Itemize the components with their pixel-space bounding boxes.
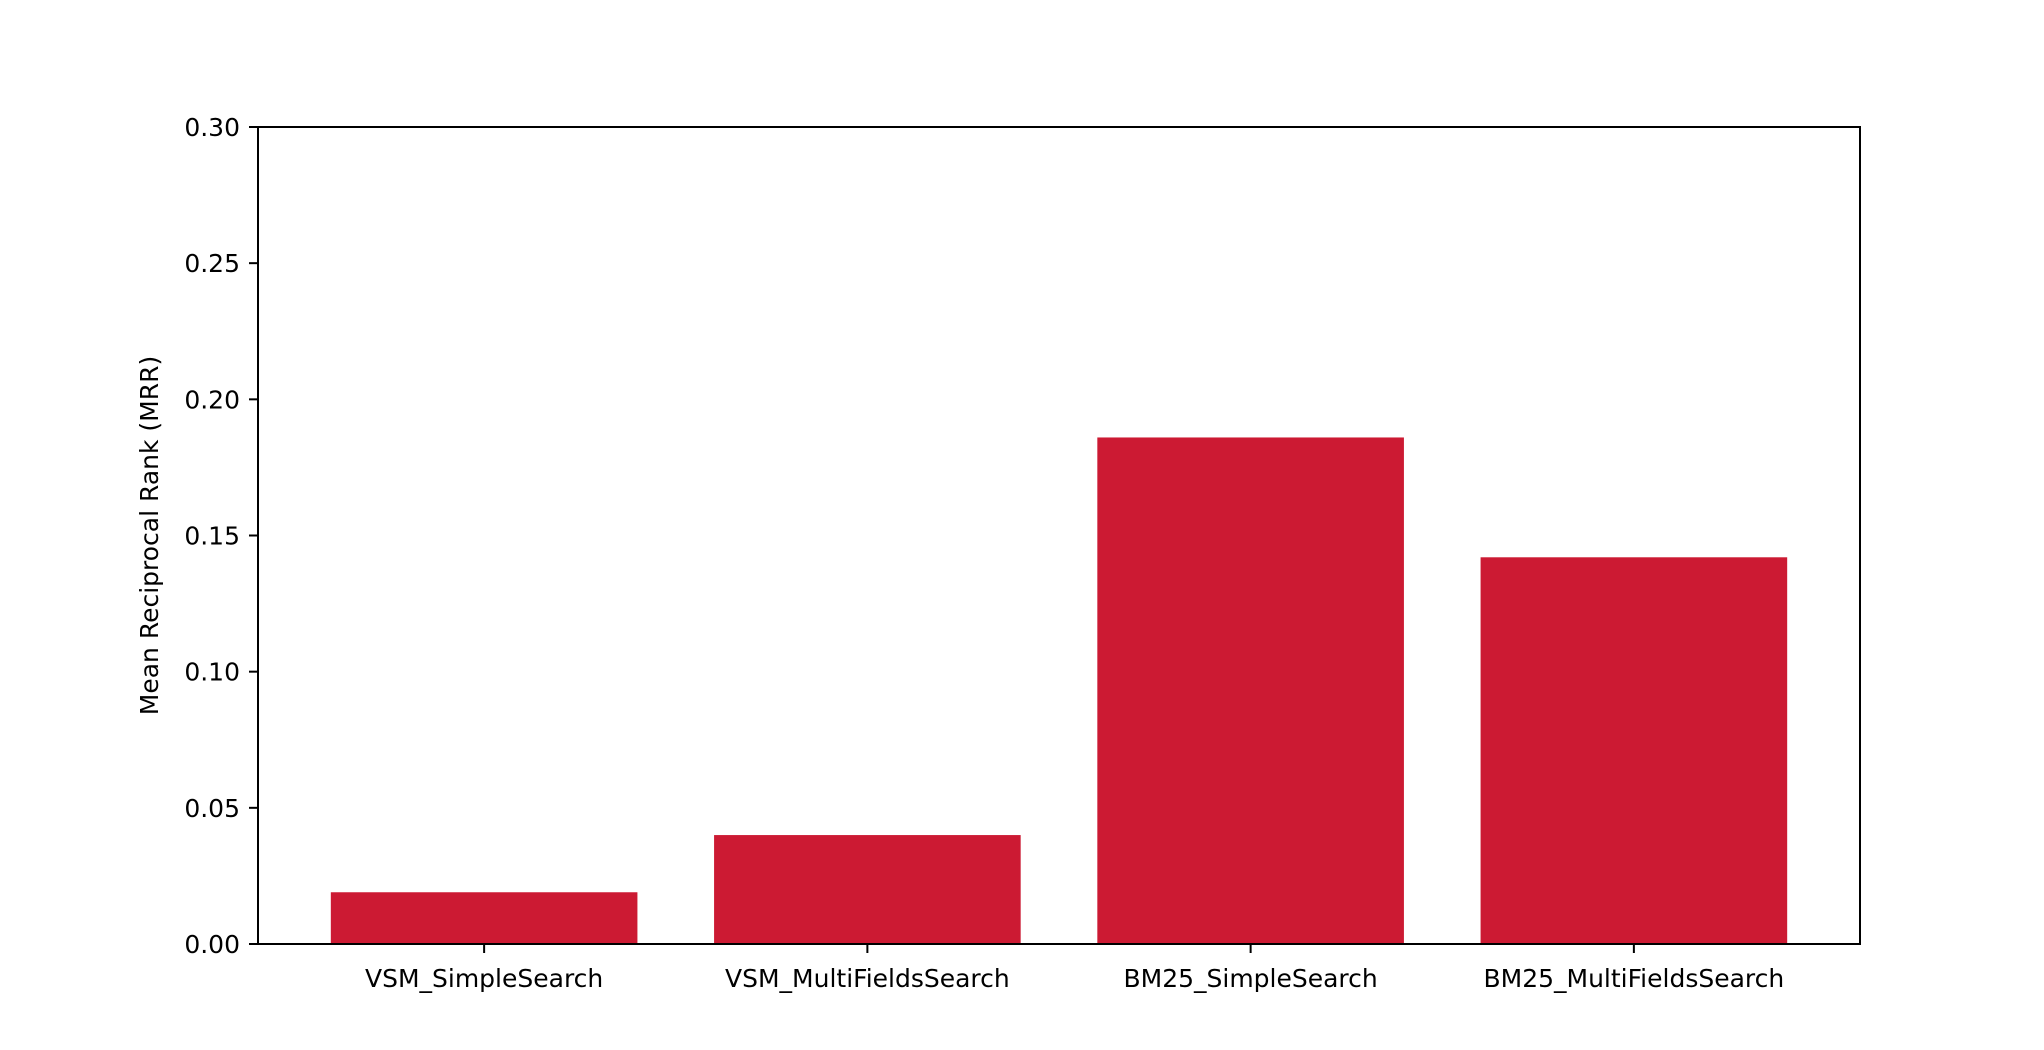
x-axis: VSM_SimpleSearch VSM_MultiFieldsSearch BM2…: [365, 944, 1784, 993]
y-tick-label: 0.10: [184, 658, 240, 687]
y-tick-label: 0.20: [184, 385, 240, 414]
plot-frame: [257, 126, 1861, 945]
x-tick-label: VSM_MultiFieldsSearch: [725, 964, 1010, 993]
x-tick-label: BM25_MultiFieldsSearch: [1483, 964, 1784, 993]
x-tick-label: VSM_SimpleSearch: [365, 964, 603, 993]
y-tick-label: 0.15: [184, 522, 240, 551]
bar-BM25_MultiFieldsSearch: [1480, 557, 1788, 944]
y-tick-label: 0.25: [184, 249, 240, 278]
x-tick-label: BM25_SimpleSearch: [1123, 964, 1377, 993]
y-tick-label: 0.30: [184, 113, 240, 142]
bars-group: [330, 437, 1788, 944]
bar-VSM_SimpleSearch: [330, 892, 638, 944]
bar-VSM_MultiFieldsSearch: [714, 835, 1021, 944]
y-axis: 0.00 0.05 0.10 0.15 0.20 0.25 0.30: [184, 113, 258, 959]
bar-BM25_SimpleSearch: [1097, 437, 1404, 944]
y-tick-label: 0.00: [184, 930, 240, 959]
y-tick-label: 0.05: [184, 794, 240, 823]
y-axis-label: Mean Reciprocal Rank (MRR): [135, 356, 164, 715]
